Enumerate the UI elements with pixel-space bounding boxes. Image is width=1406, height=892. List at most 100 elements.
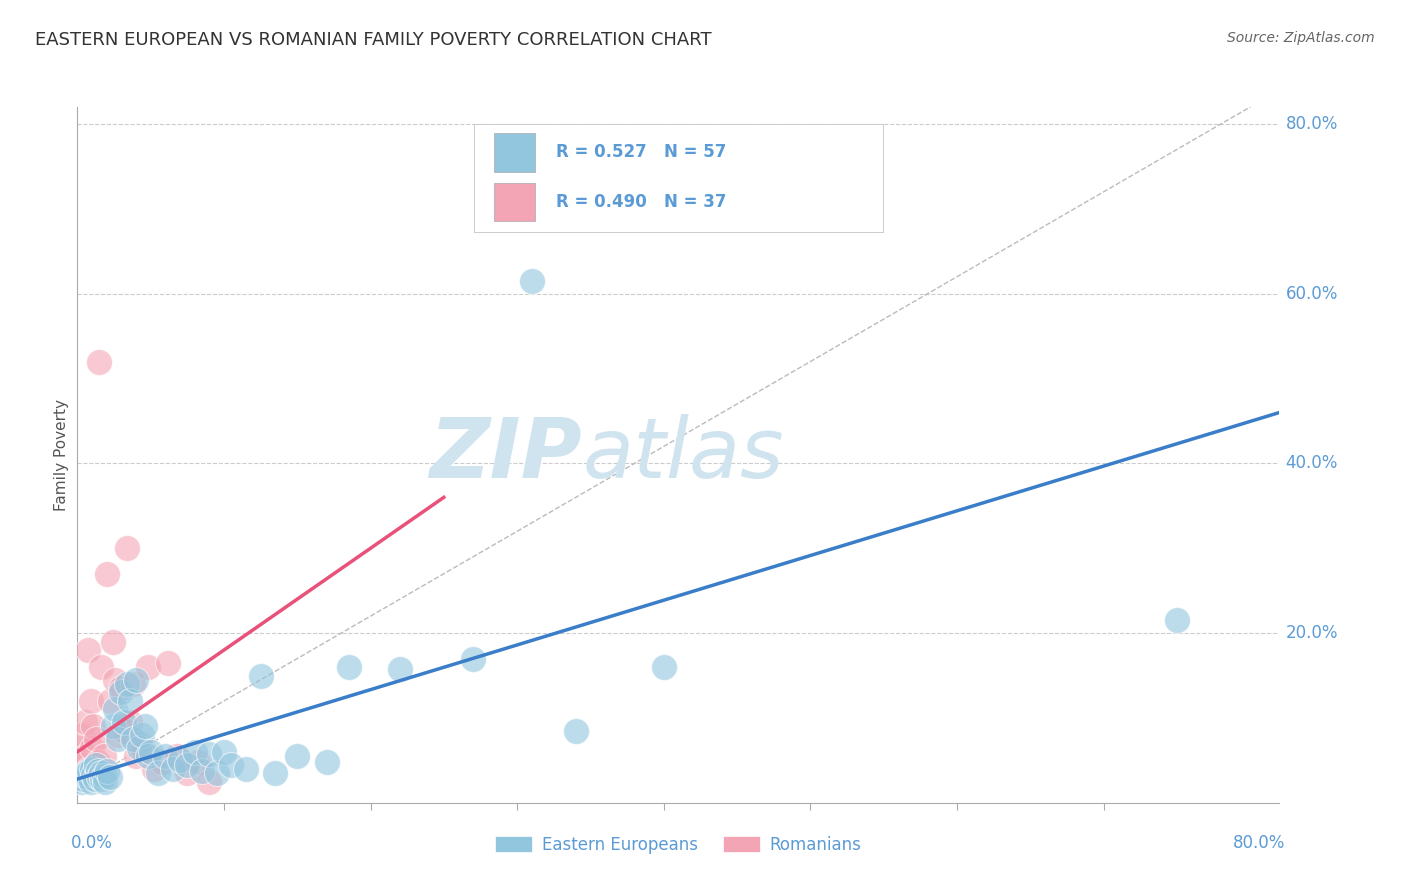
- Point: [110, 681, 132, 696]
- Point: [112, 723, 135, 738]
- Text: 20.0%: 20.0%: [1285, 624, 1339, 642]
- Point: [219, 757, 242, 772]
- Text: 80.0%: 80.0%: [1233, 834, 1285, 852]
- Point: [79, 774, 101, 789]
- Point: [96, 566, 118, 581]
- Point: [73, 769, 96, 783]
- Point: [134, 719, 156, 733]
- Point: [86, 757, 108, 772]
- Text: R = 0.490   N = 37: R = 0.490 N = 37: [555, 193, 727, 211]
- Y-axis label: Family Poverty: Family Poverty: [53, 399, 69, 511]
- Point: [132, 743, 155, 757]
- Point: [652, 660, 675, 674]
- Text: 60.0%: 60.0%: [1285, 285, 1339, 302]
- Point: [520, 274, 543, 288]
- Text: EASTERN EUROPEAN VS ROMANIAN FAMILY POVERTY CORRELATION CHART: EASTERN EUROPEAN VS ROMANIAN FAMILY POVE…: [35, 31, 711, 49]
- Point: [155, 749, 177, 764]
- Point: [89, 354, 111, 368]
- Point: [90, 660, 112, 674]
- Point: [128, 736, 150, 750]
- Point: [91, 772, 114, 786]
- Point: [76, 770, 98, 784]
- Legend: Eastern Europeans, Romanians: Eastern Europeans, Romanians: [489, 830, 868, 861]
- Point: [139, 745, 162, 759]
- Point: [70, 728, 93, 742]
- Point: [98, 770, 121, 784]
- Point: [80, 762, 103, 776]
- Point: [104, 702, 127, 716]
- Point: [122, 677, 145, 691]
- Text: 80.0%: 80.0%: [1285, 115, 1339, 133]
- Point: [86, 732, 108, 747]
- Point: [75, 766, 97, 780]
- Point: [112, 715, 135, 730]
- FancyBboxPatch shape: [495, 183, 536, 221]
- Point: [157, 656, 180, 670]
- Point: [198, 747, 221, 761]
- Point: [191, 764, 214, 778]
- Point: [264, 766, 287, 780]
- Point: [101, 719, 124, 733]
- Point: [107, 728, 129, 742]
- Point: [198, 774, 221, 789]
- Point: [101, 634, 124, 648]
- Point: [77, 762, 100, 776]
- Point: [565, 723, 588, 738]
- Point: [463, 651, 485, 665]
- Text: atlas: atlas: [582, 415, 785, 495]
- Point: [93, 769, 115, 783]
- Point: [176, 766, 198, 780]
- Point: [122, 732, 145, 747]
- Point: [249, 668, 271, 682]
- Point: [136, 749, 159, 764]
- Point: [388, 662, 411, 676]
- Point: [125, 749, 148, 764]
- Point: [98, 694, 121, 708]
- Point: [186, 755, 209, 769]
- Point: [183, 745, 205, 759]
- Point: [162, 762, 184, 776]
- Point: [146, 766, 169, 780]
- Point: [176, 757, 198, 772]
- Point: [70, 774, 93, 789]
- Text: Source: ZipAtlas.com: Source: ZipAtlas.com: [1227, 31, 1375, 45]
- Text: 0.0%: 0.0%: [72, 834, 114, 852]
- Point: [169, 753, 191, 767]
- Point: [77, 764, 100, 778]
- Point: [96, 764, 118, 778]
- Point: [75, 749, 97, 764]
- Point: [84, 772, 107, 786]
- Point: [120, 715, 142, 730]
- Point: [235, 762, 257, 776]
- Point: [72, 757, 94, 772]
- Point: [82, 719, 104, 733]
- Point: [131, 728, 153, 742]
- Point: [136, 660, 159, 674]
- Point: [87, 764, 110, 778]
- Point: [110, 685, 132, 699]
- Point: [94, 774, 117, 789]
- Point: [69, 740, 91, 755]
- Point: [69, 770, 91, 784]
- Point: [150, 755, 173, 769]
- Text: ZIP: ZIP: [430, 415, 582, 495]
- Point: [205, 766, 228, 780]
- Point: [107, 732, 129, 747]
- Text: 40.0%: 40.0%: [1285, 454, 1339, 473]
- Point: [73, 715, 96, 730]
- Point: [84, 766, 107, 780]
- Point: [212, 745, 235, 759]
- Point: [79, 694, 101, 708]
- Point: [104, 673, 127, 687]
- Point: [142, 762, 165, 776]
- Point: [166, 749, 188, 764]
- Point: [1166, 613, 1188, 627]
- Point: [125, 673, 148, 687]
- Point: [285, 749, 308, 764]
- Point: [82, 768, 104, 782]
- FancyBboxPatch shape: [495, 133, 536, 172]
- Point: [315, 755, 337, 769]
- Point: [337, 660, 360, 674]
- Point: [87, 755, 110, 769]
- Point: [72, 772, 94, 786]
